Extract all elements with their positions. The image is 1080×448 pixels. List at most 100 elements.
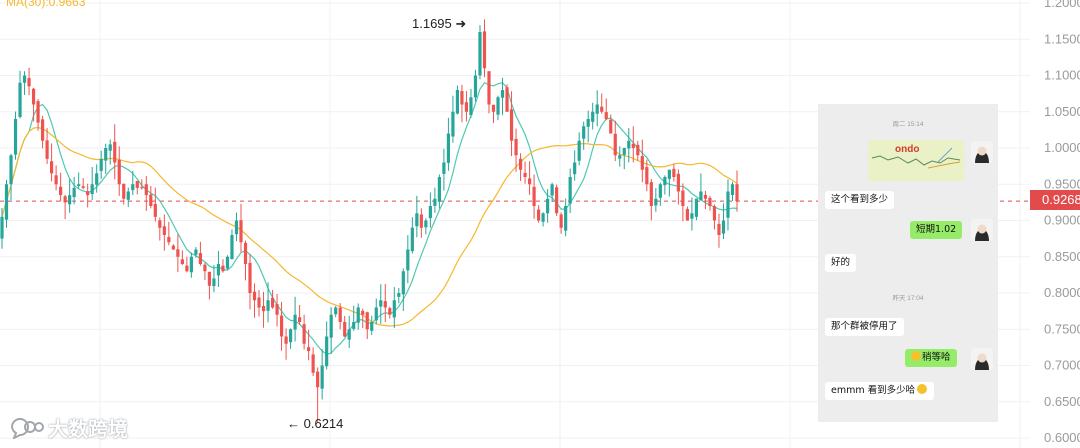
candle-body (428, 206, 432, 219)
candle-body (365, 312, 369, 330)
candle-body (230, 235, 234, 260)
candle-body (171, 245, 175, 250)
candle-body (221, 265, 225, 272)
chat-message-received[interactable]: emmm 看到多少哈 (825, 382, 935, 400)
y-tick-label: 0.7500 (1044, 321, 1080, 336)
emoji-icon (911, 351, 921, 361)
mini-chart-icon (871, 147, 961, 169)
candle-body (117, 159, 121, 185)
candle-body (329, 314, 333, 338)
candle-body (383, 301, 387, 308)
candle-body (316, 371, 320, 388)
candle-body (9, 155, 13, 185)
chat-message-received[interactable]: 好的 (825, 254, 857, 272)
candle-body (189, 256, 193, 273)
chat-message-sent[interactable]: 短期1.02 (910, 221, 963, 239)
candle-body (636, 144, 640, 156)
chat-message-received[interactable]: 这个看到多少 (825, 191, 895, 209)
candle-body (153, 203, 157, 217)
candle-body (325, 336, 329, 367)
candle-body (410, 227, 414, 252)
candle-body (194, 249, 198, 255)
avatar[interactable] (971, 219, 993, 241)
chat-image-message[interactable]: ondo (868, 140, 964, 181)
candle-body (663, 177, 667, 186)
candle-body (45, 140, 49, 159)
candle-body (604, 112, 608, 119)
candle-body (500, 90, 505, 98)
candle-body (22, 75, 27, 83)
candle-body (162, 226, 166, 235)
candle-body (149, 194, 153, 206)
candle-body (86, 191, 90, 196)
candle-body (672, 168, 676, 177)
candle-body (582, 126, 586, 139)
chat-message-sent[interactable]: 稍等哈 (905, 349, 957, 367)
candle-body (311, 354, 315, 373)
candle-body (131, 184, 135, 191)
candle-body (63, 196, 67, 203)
candle-body (401, 271, 405, 295)
candle-body (433, 198, 437, 206)
y-tick-label: 0.6000 (1044, 430, 1080, 445)
candle-body (252, 291, 257, 301)
y-tick-label: 1.0500 (1044, 104, 1080, 119)
candle-body (613, 133, 617, 156)
avatar[interactable] (971, 141, 993, 163)
candle-body (135, 180, 139, 188)
ma-indicator-label: MA(30):0.9663 (6, 0, 86, 9)
candle-body (532, 186, 536, 206)
annotations: 1.1695 ➜ ← 0.6214 (287, 16, 466, 431)
candle-body (586, 119, 590, 127)
candle-body (419, 214, 423, 228)
candle-body (122, 183, 126, 199)
candle-body (370, 322, 374, 331)
candle-body (667, 169, 671, 179)
candle-body (406, 249, 410, 271)
candle-body (225, 256, 230, 269)
candle-body (158, 220, 162, 228)
candle-body (699, 191, 703, 201)
candle-body (36, 101, 40, 123)
candle-body (676, 173, 680, 192)
chat-message-received[interactable]: 那个群被停用了 (825, 318, 904, 336)
candle-body (478, 32, 482, 76)
candle-body (176, 249, 180, 257)
candle-body (708, 197, 712, 206)
candle-body (72, 187, 76, 198)
candle-body (388, 308, 392, 315)
candle-body (266, 300, 270, 311)
ma30-line (1, 126, 738, 327)
candle-body (685, 208, 689, 221)
candle-body (703, 194, 708, 199)
watermark: 大数跨境 (8, 412, 128, 442)
candle-body (451, 111, 455, 137)
y-tick-label: 0.7000 (1044, 358, 1080, 373)
candle-body (248, 262, 252, 293)
candle-body (113, 141, 117, 163)
candle-body (550, 184, 554, 196)
low-label: ← 0.6214 (287, 416, 343, 431)
candle-body (491, 104, 496, 112)
candle-body (536, 209, 541, 221)
candle-body (293, 314, 297, 330)
candle-body (4, 184, 9, 220)
candle-body (446, 133, 451, 163)
candle-body (81, 186, 85, 188)
candle-body (577, 140, 581, 161)
high-label: 1.1695 ➜ (412, 16, 466, 31)
candle-body (473, 75, 478, 98)
candle-body (609, 119, 613, 134)
candle-body (167, 236, 171, 243)
candle-body (261, 306, 266, 312)
candle-body (356, 307, 360, 323)
y-tick-label: 0.9500 (1044, 176, 1080, 191)
y-tick-label: 0.6500 (1044, 394, 1080, 409)
candle-body (568, 177, 572, 204)
avatar[interactable] (971, 348, 993, 370)
y-tick-label: 1.1000 (1044, 68, 1080, 83)
candle-body (681, 190, 685, 206)
candle-body (307, 347, 311, 351)
candle-body (99, 158, 103, 171)
candle-body (343, 321, 347, 337)
